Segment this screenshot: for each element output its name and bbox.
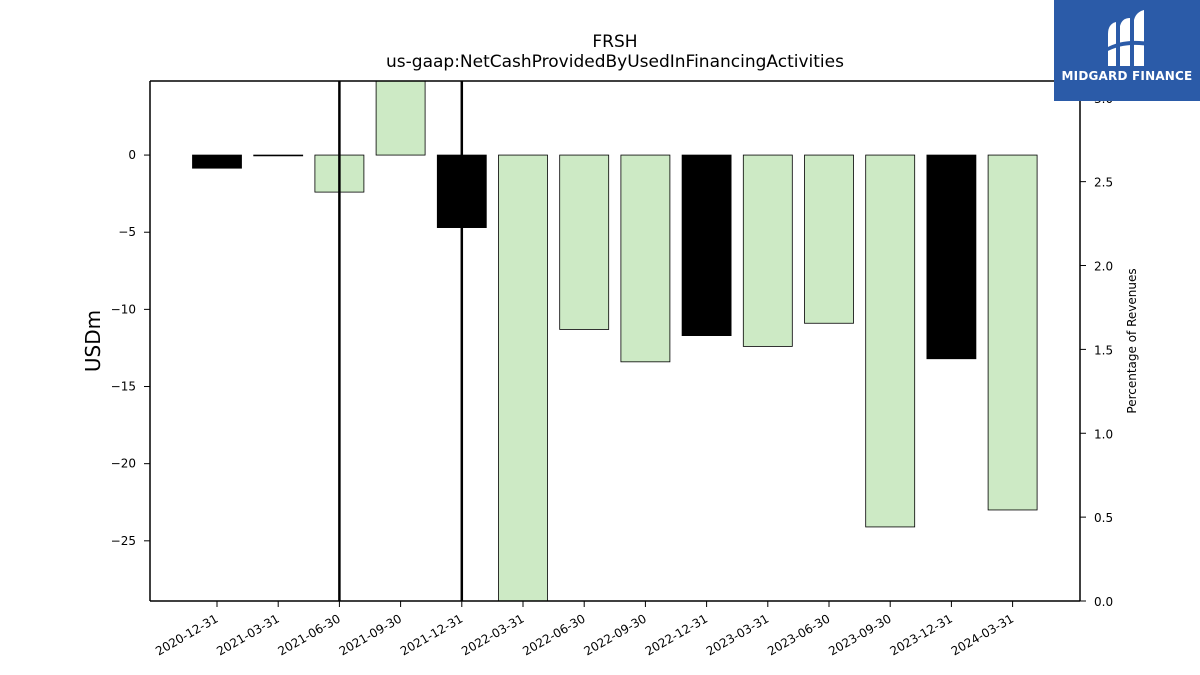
chart-subtitle: us-gaap:NetCashProvidedByUsedInFinancing… <box>386 52 844 72</box>
y2tick-label: 1.5 <box>1094 343 1113 357</box>
bar-2020-12-31 <box>192 154 242 169</box>
y2tick-label: 0.0 <box>1094 595 1113 609</box>
xtick-label: 2022-03-31 <box>459 611 526 658</box>
ytick-label: −5 <box>118 225 136 239</box>
bar-2022-09-30 <box>620 154 671 363</box>
y2tick-label: 0.5 <box>1094 511 1113 525</box>
xtick-label: 2020-12-31 <box>153 611 220 658</box>
bar-2021-03-31 <box>253 154 304 157</box>
y2tick-label: 2.0 <box>1094 260 1113 274</box>
bar-2022-06-30 <box>559 154 610 330</box>
xtick-label: 2023-03-31 <box>704 611 771 658</box>
xtick-label: 2022-09-30 <box>581 611 648 658</box>
xtick-label: 2021-12-31 <box>398 611 465 658</box>
xtick-label: 2023-06-30 <box>765 611 832 658</box>
y2-axis-label: Percentage of Revenues <box>1125 268 1139 413</box>
xtick-label: 2021-09-30 <box>337 611 404 658</box>
bar-2023-09-30 <box>865 154 916 528</box>
bar-2024-03-31 <box>987 154 1038 511</box>
midgard-finance-logo: MIDGARD FINANCE <box>1054 0 1200 101</box>
xtick-label: 2021-06-30 <box>275 611 342 658</box>
ytick-label: −10 <box>111 302 136 316</box>
chart-title: FRSH <box>592 32 638 52</box>
ytick-label: 0 <box>128 148 136 162</box>
ytick-label: −20 <box>111 457 136 471</box>
y2tick-label: 2.5 <box>1094 176 1113 190</box>
midgard-logo-icon <box>1106 10 1148 66</box>
xtick-label: 2022-06-30 <box>520 611 587 658</box>
logo-text: MIDGARD FINANCE <box>1061 69 1193 83</box>
xtick-label: 2023-09-30 <box>826 611 893 658</box>
ytick-label: −25 <box>111 534 136 548</box>
bar-2023-03-31 <box>742 154 793 347</box>
y-axis-label: USDm <box>81 310 105 372</box>
bar-2021-09-30 <box>375 81 426 156</box>
bar-2022-03-31 <box>498 154 548 601</box>
xtick-label: 2023-12-31 <box>887 611 954 658</box>
xtick-label: 2024-03-31 <box>949 611 1016 658</box>
ytick-label: −15 <box>111 380 136 394</box>
xtick-label: 2021-03-31 <box>214 611 281 658</box>
bar-2022-12-31 <box>681 154 732 336</box>
bar-2023-12-31 <box>926 154 977 360</box>
y2tick-label: 1.0 <box>1094 427 1113 441</box>
xtick-label: 2022-12-31 <box>643 611 710 658</box>
bar-2023-06-30 <box>804 154 854 324</box>
